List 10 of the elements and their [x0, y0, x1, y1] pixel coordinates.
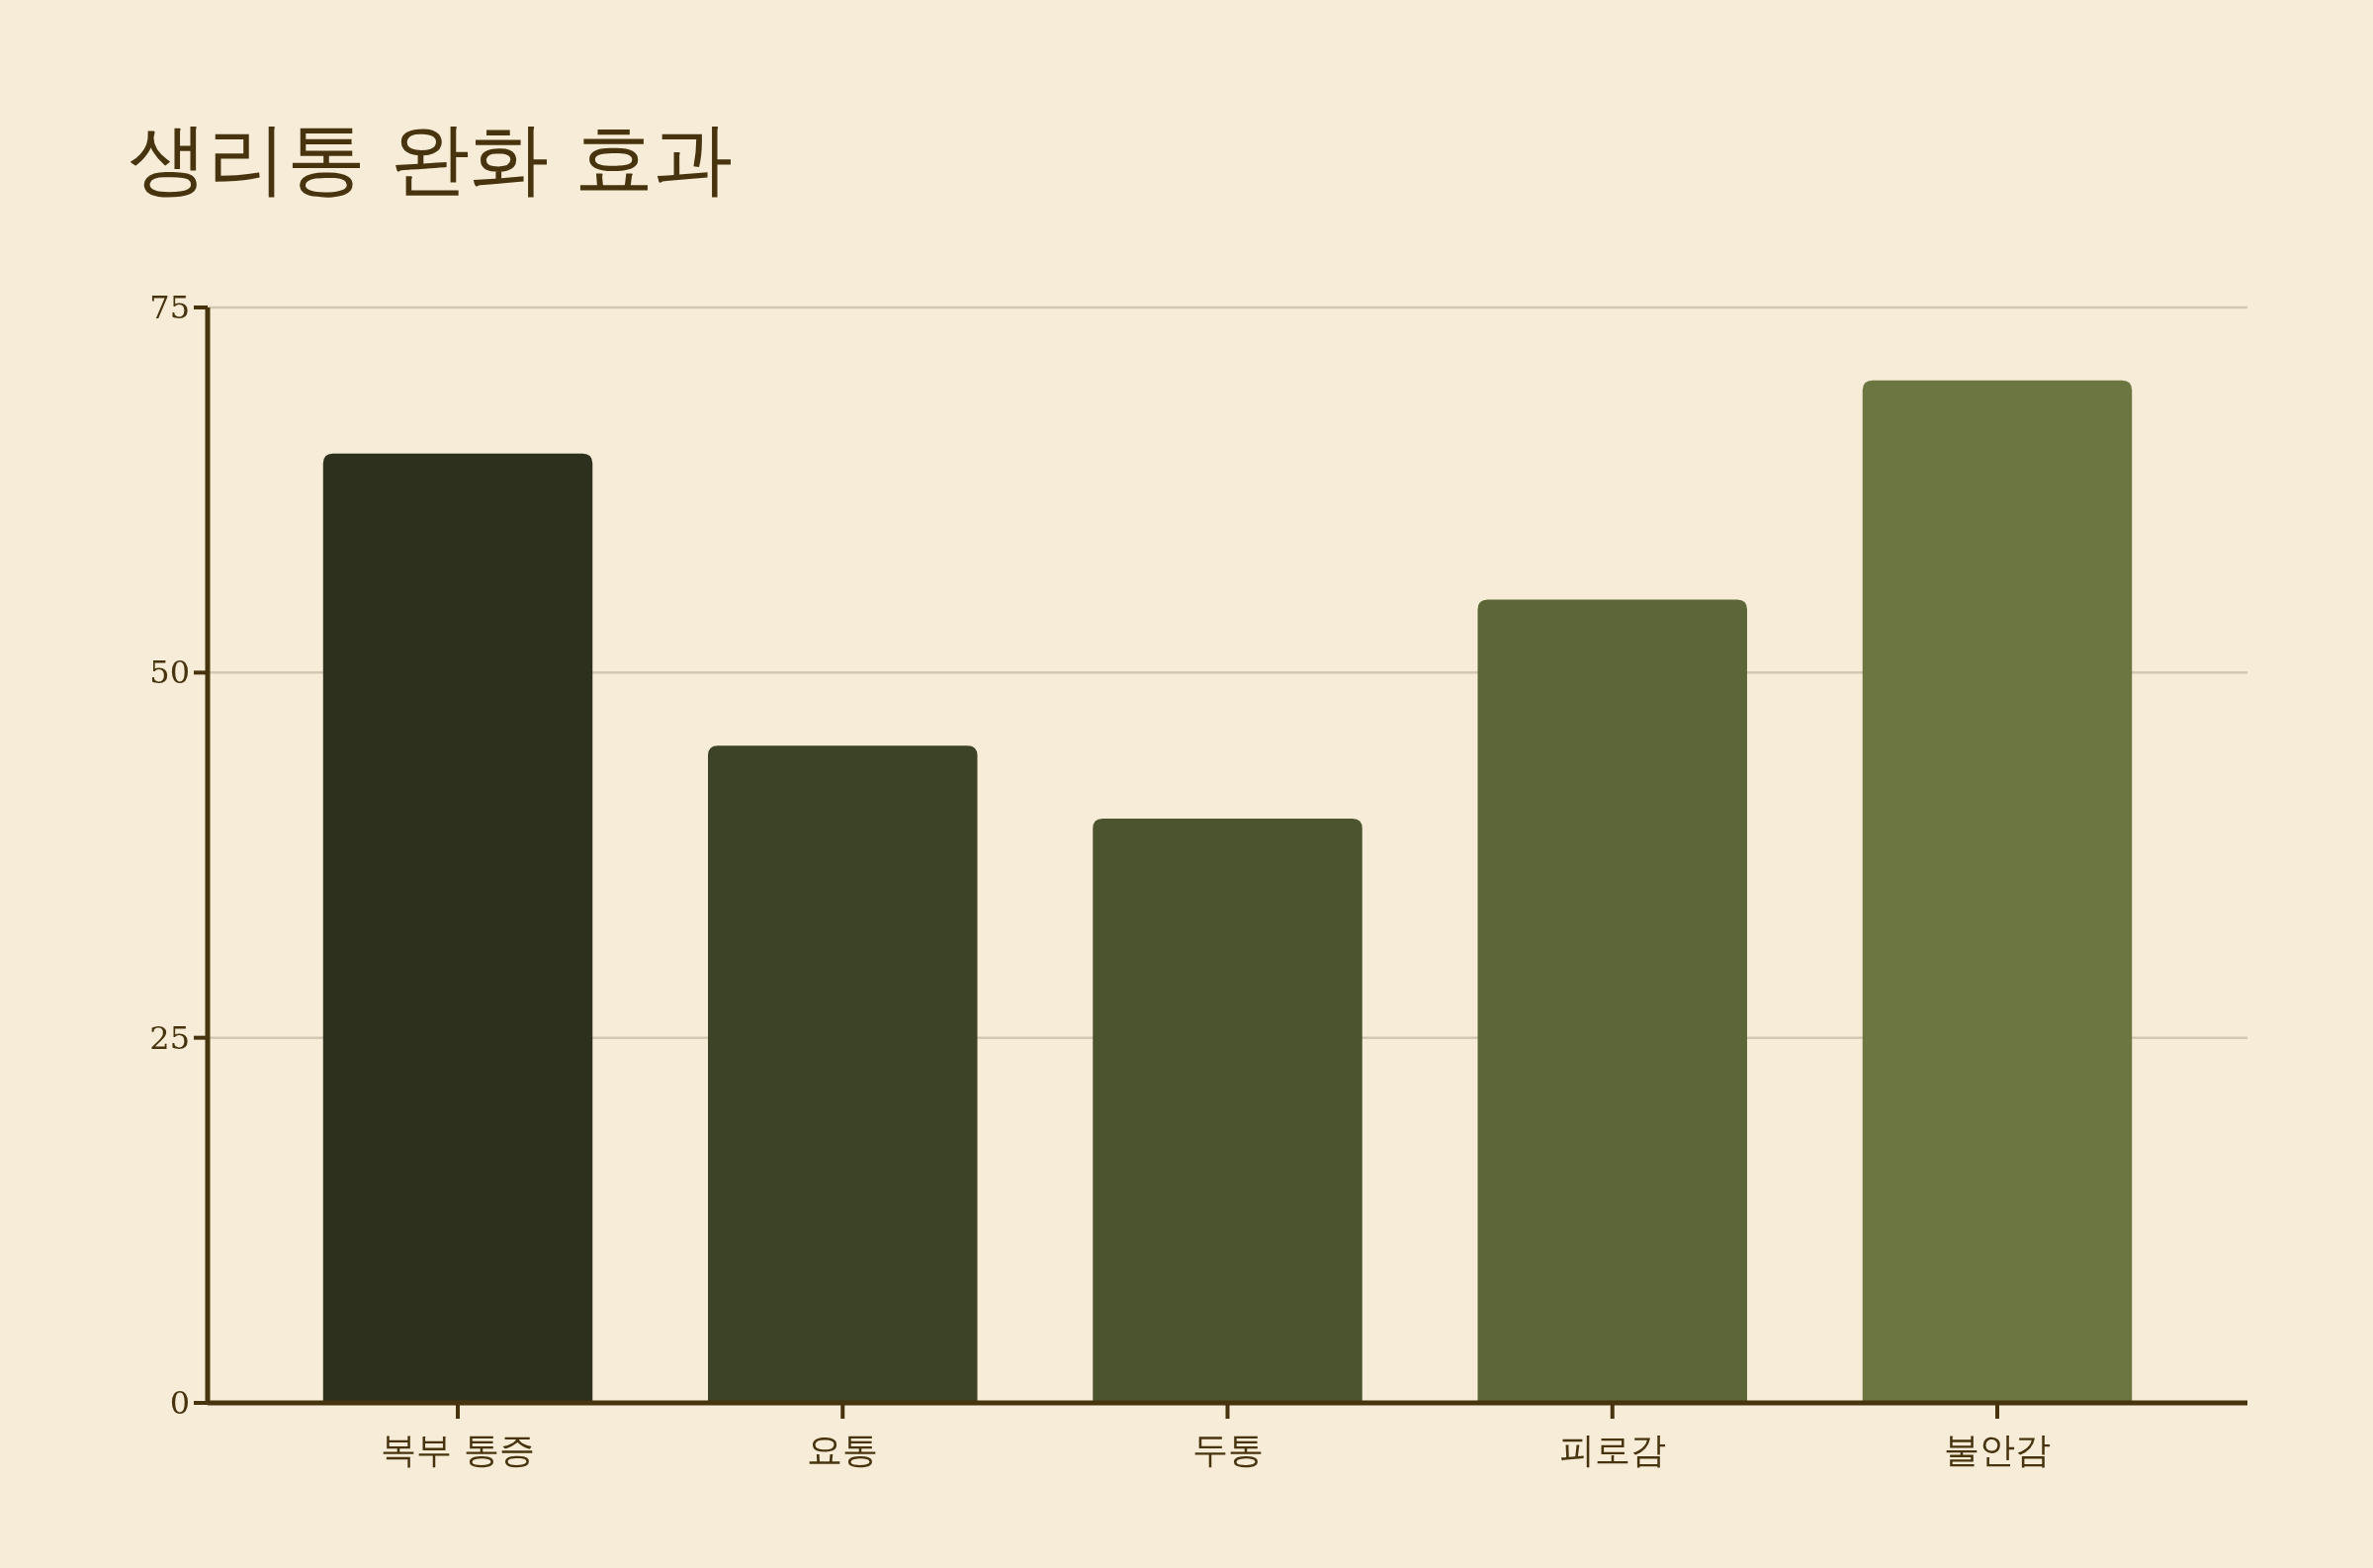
x-tick-label: 요통: [807, 1430, 879, 1470]
x-tick-label: 불안감: [1943, 1430, 2051, 1470]
title: 생리통 완화 효과: [129, 113, 733, 205]
y-tick-label: 25: [149, 1018, 190, 1057]
x-tick-label: 두통: [1191, 1430, 1264, 1470]
y-tick-label: 0: [169, 1384, 190, 1422]
y-tick-label: 75: [149, 289, 190, 326]
x-tick-label: 피로감: [1558, 1430, 1666, 1470]
y-tick-label: 50: [149, 653, 190, 692]
x-tick-label: 복부 통증: [381, 1430, 535, 1470]
